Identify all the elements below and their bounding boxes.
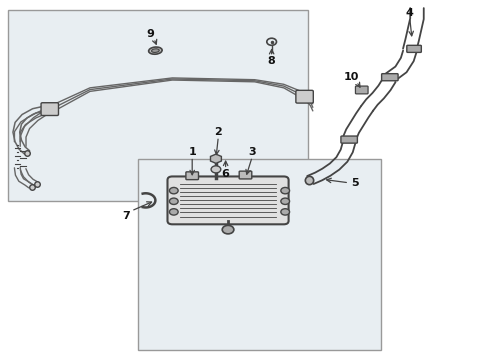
Circle shape (281, 209, 290, 215)
Text: 4: 4 (406, 8, 414, 18)
Ellipse shape (148, 47, 162, 54)
Text: 5: 5 (352, 178, 359, 188)
Circle shape (222, 225, 234, 234)
Ellipse shape (151, 49, 159, 53)
Circle shape (170, 198, 178, 204)
Text: 1: 1 (188, 147, 196, 157)
FancyBboxPatch shape (186, 172, 198, 180)
Circle shape (211, 166, 221, 173)
Text: 2: 2 (215, 127, 222, 137)
Text: 3: 3 (248, 147, 256, 157)
FancyBboxPatch shape (382, 74, 398, 81)
Circle shape (281, 198, 290, 204)
Text: 10: 10 (344, 72, 359, 82)
FancyBboxPatch shape (341, 136, 357, 143)
Text: 6: 6 (221, 168, 229, 179)
FancyBboxPatch shape (239, 171, 252, 179)
FancyBboxPatch shape (355, 86, 368, 94)
FancyBboxPatch shape (407, 45, 421, 53)
FancyBboxPatch shape (296, 90, 313, 103)
Circle shape (170, 188, 178, 194)
FancyBboxPatch shape (168, 176, 289, 224)
Text: 8: 8 (268, 56, 275, 66)
Circle shape (170, 209, 178, 215)
Text: 9: 9 (147, 29, 154, 39)
Text: 7: 7 (122, 211, 130, 221)
Bar (138, 159, 381, 350)
Circle shape (281, 188, 290, 194)
Bar (8, 10, 308, 201)
FancyBboxPatch shape (41, 103, 58, 116)
